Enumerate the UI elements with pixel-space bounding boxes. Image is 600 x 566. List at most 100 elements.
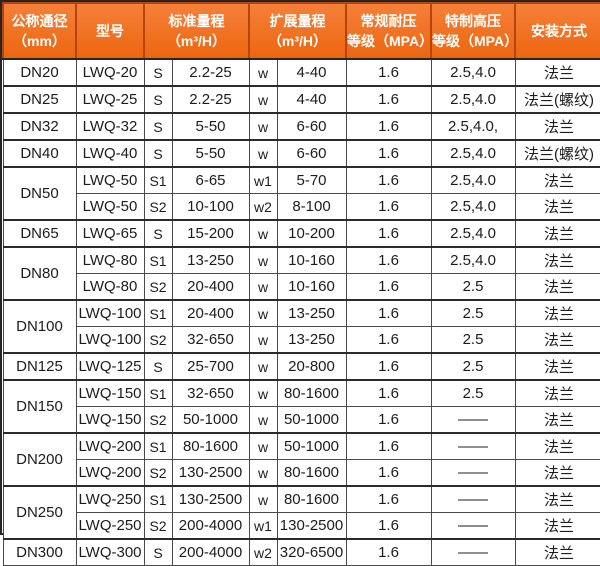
dn-cell: DN200: [2, 432, 77, 487]
extended-range-cell: 80-1600: [276, 485, 347, 513]
normal-pressure-cell: 1.6: [345, 299, 432, 327]
model-cell: LWQ-25: [75, 85, 145, 114]
extended-sub-cell: w: [248, 459, 278, 487]
header-nominal-diameter: 公称通径 （mm）: [2, 2, 77, 60]
standard-range-cell: 20-400: [171, 273, 250, 301]
standard-sub-cell: S1: [143, 299, 173, 327]
normal-pressure-cell: 1.6: [345, 219, 432, 248]
high-pressure-cell: ——: [430, 538, 516, 566]
installation-cell: 法兰: [514, 406, 600, 434]
header-line: 等级（MPA）: [347, 33, 434, 49]
dn-cell: DN32: [2, 112, 77, 141]
header-line: （mm）: [13, 33, 66, 49]
high-pressure-cell: ——: [430, 512, 516, 540]
installation-cell: 法兰: [514, 219, 600, 248]
model-cell: LWQ-100: [75, 299, 145, 327]
normal-pressure-cell: 1.6: [345, 459, 432, 487]
model-cell: LWQ-300: [75, 538, 145, 566]
extended-sub-cell: w: [248, 273, 278, 301]
extended-sub-cell: w: [248, 58, 278, 87]
standard-sub-cell: S2: [143, 273, 173, 301]
header-line: 特制高压: [445, 12, 501, 29]
table-row: DN250 LWQ-250 S1 130-2500 w 80-1600 1.6 —— 法兰: [2, 485, 600, 540]
table-row: LWQ-200 S2 130-2500 w 80-1600 1.6 —— 法兰: [3, 459, 600, 487]
header-high-pressure: 特制高压 等级（MPA）: [430, 2, 518, 60]
extended-sub-cell: w2: [248, 538, 278, 566]
standard-sub-cell: S1: [143, 379, 173, 407]
installation-cell: 法兰(螺纹): [514, 85, 600, 114]
installation-cell: 法兰: [514, 112, 600, 141]
header-line: （m³/H）: [166, 33, 227, 49]
standard-range-cell: 5-50: [171, 139, 250, 168]
standard-sub-cell: S2: [143, 512, 173, 540]
table-row: DN100 LWQ-100 S1 20-400 w 13-250 1.6 2.5 法兰: [2, 299, 600, 354]
dn-cell: DN50: [2, 166, 77, 221]
model-cell: LWQ-20: [75, 58, 145, 87]
high-pressure-cell: 2.5,4.0: [430, 219, 516, 248]
standard-range-cell: 15-200: [171, 219, 250, 248]
header-installation: 安装方式: [514, 2, 600, 60]
extended-range-cell: 80-1600: [276, 459, 347, 487]
table-row: LWQ-100 S2 32-650 w 13-250 1.6 2.5 法兰: [3, 326, 600, 354]
installation-cell: 法兰: [514, 58, 600, 87]
extended-sub-cell: w: [248, 326, 278, 354]
standard-range-cell: 32-650: [171, 326, 250, 354]
extended-sub-cell: w: [248, 299, 278, 327]
normal-pressure-cell: 1.6: [345, 352, 432, 381]
table-row: DN80 LWQ-80 S1 13-250 w 10-160 1.6 2.5,4.0 法兰: [2, 246, 600, 301]
normal-pressure-cell: 1.6: [345, 326, 432, 354]
extended-range-cell: 50-1000: [276, 406, 347, 434]
header-line: 安装方式: [531, 22, 587, 39]
high-pressure-cell: 2.5,4.0,: [430, 112, 516, 141]
model-cell: LWQ-32: [75, 112, 145, 141]
model-cell: LWQ-100: [75, 326, 145, 354]
extended-range-cell: 5-70: [276, 166, 347, 194]
model-cell: LWQ-50: [75, 166, 145, 194]
normal-pressure-cell: 1.6: [345, 512, 432, 540]
normal-pressure-cell: 1.6: [345, 379, 432, 407]
high-pressure-cell: 2.5,4.0: [430, 85, 516, 114]
table-row: DN125 LWQ-125 S 25-700 w 20-800 1.6 2.5 法兰: [2, 352, 600, 381]
header-line: 常规耐压: [360, 12, 417, 29]
extended-sub-cell: w: [248, 112, 278, 141]
model-cell: LWQ-200: [75, 459, 145, 487]
installation-cell: 法兰: [514, 166, 600, 194]
standard-range-cell: 50-1000: [171, 406, 250, 434]
extended-range-cell: 10-160: [276, 246, 347, 274]
header-row: 公称通径 （mm） 型号 标准量程 （m³/H） 扩展量程 （m³/H） 常规耐…: [2, 2, 600, 60]
installation-cell: 法兰: [514, 246, 600, 274]
dn-cell: DN20: [2, 58, 77, 87]
model-cell: LWQ-80: [75, 246, 145, 274]
installation-cell: 法兰: [514, 379, 600, 407]
standard-sub-cell: S1: [143, 246, 173, 274]
normal-pressure-cell: 1.6: [345, 85, 432, 114]
standard-range-cell: 10-100: [171, 193, 250, 221]
model-cell: LWQ-80: [75, 273, 145, 301]
high-pressure-cell: 2.5: [430, 273, 516, 301]
high-pressure-cell: 2.5: [430, 379, 516, 407]
high-pressure-cell: ——: [430, 406, 516, 434]
high-pressure-cell: ——: [430, 485, 516, 513]
table-body: DN20 LWQ-20 S 2.2-25 w 4-40 1.6 2.5,4.0 法兰 DN25 LW…: [2, 58, 600, 566]
high-pressure-cell: 2.5,4.0: [430, 58, 516, 87]
table-row: DN200 LWQ-200 S1 80-1600 w 50-1000 1.6 —— 法兰: [2, 432, 600, 487]
header-normal-pressure: 常规耐压 等级（MPA）: [345, 2, 434, 60]
header-line: 公称通径: [11, 12, 68, 29]
normal-pressure-cell: 1.6: [345, 58, 432, 87]
table-row: DN32 LWQ-32 S 5-50 w 6-60 1.6 2.5,4.0, 法兰: [2, 112, 600, 141]
normal-pressure-cell: 1.6: [345, 139, 432, 168]
model-cell: LWQ-250: [75, 485, 145, 513]
standard-sub-cell: S: [143, 352, 173, 381]
extended-range-cell: 13-250: [276, 326, 347, 354]
model-cell: LWQ-50: [75, 193, 145, 221]
normal-pressure-cell: 1.6: [345, 485, 432, 513]
table-row: DN20 LWQ-20 S 2.2-25 w 4-40 1.6 2.5,4.0 法兰: [2, 58, 600, 87]
extended-range-cell: 320-6500: [276, 538, 347, 566]
extended-sub-cell: w: [248, 379, 278, 407]
normal-pressure-cell: 1.6: [345, 406, 432, 434]
extended-range-cell: 10-160: [276, 273, 347, 301]
installation-cell: 法兰: [514, 352, 600, 381]
normal-pressure-cell: 1.6: [345, 112, 432, 141]
